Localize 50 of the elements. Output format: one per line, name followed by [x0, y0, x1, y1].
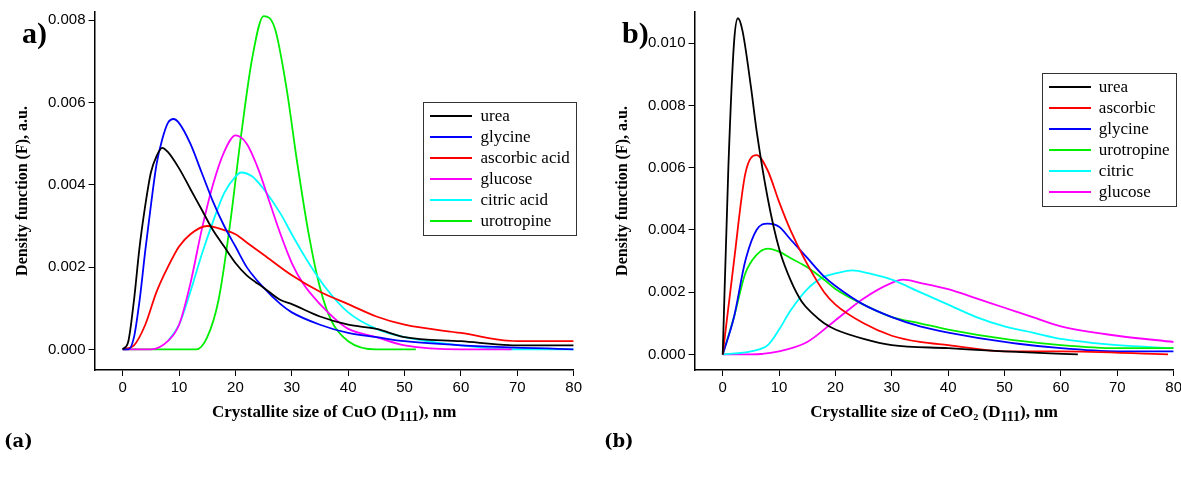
legend-label: urea [480, 106, 510, 126]
x-tick-label: 20 [227, 378, 244, 396]
x-tick-label: 0 [118, 378, 127, 396]
x-tick-label: 50 [396, 378, 413, 396]
text: (b) [604, 430, 634, 451]
legend-label: ascorbic [1098, 98, 1156, 119]
legend-label: glycine [1098, 119, 1149, 140]
y-tick-label: 0.004 [47, 174, 86, 192]
y-tick-label: 0.010 [647, 33, 686, 51]
x-tick-label: 70 [1108, 378, 1126, 396]
x-tick-label: 20 [827, 378, 844, 396]
y-axis-title: Density function (F), a.u. [613, 106, 631, 276]
y-axis-title: Density function (F), a.u. [13, 106, 31, 276]
x-tick-label: 10 [770, 378, 788, 396]
text: (a) [4, 430, 33, 451]
x-tick-label: 80 [1165, 378, 1181, 396]
y-tick-label: 0.004 [647, 220, 686, 238]
x-tick-label: 50 [996, 378, 1013, 396]
x-tick-label: 10 [170, 378, 188, 396]
x-tick-label: 60 [452, 378, 470, 396]
x-axis-title: Crystallite size of CeO₂ (D$_{111}$), nm [810, 402, 1058, 426]
x-tick-label: 40 [939, 378, 957, 396]
x-axis-title: Crystallite size of CuO (D$_{111}$), nm [211, 402, 457, 426]
y-tick-label: 0.008 [47, 10, 86, 28]
legend-label: urotropine [480, 211, 552, 231]
y-tick-label: 0.000 [47, 339, 86, 357]
x-tick-label: 60 [1052, 378, 1070, 396]
y-tick-label: 0.002 [47, 257, 86, 275]
legend-label: glycine [480, 127, 531, 147]
x-tick-label: 40 [339, 378, 357, 396]
x-tick-label: 80 [565, 378, 582, 396]
x-tick-label: 0 [718, 378, 727, 396]
legend-label: citric acid [480, 190, 548, 210]
y-tick-label: 0.006 [647, 157, 686, 175]
text: a) [22, 16, 47, 50]
legend-label: glucose [1098, 182, 1151, 203]
text: b) [622, 16, 649, 50]
x-tick-label: 70 [508, 378, 526, 396]
legend-label: ascorbic acid [480, 148, 570, 168]
y-tick-label: 0.002 [647, 282, 686, 300]
line-series [721, 17, 1079, 356]
legend-label: urotropine [1098, 140, 1170, 161]
legend-label: glucose [480, 169, 533, 189]
x-tick-label: 30 [283, 378, 301, 396]
y-tick-label: 0.008 [647, 95, 686, 113]
legend-label: citric [1098, 161, 1134, 182]
y-tick-label: 0.006 [47, 92, 86, 110]
x-tick-label: 30 [883, 378, 901, 396]
legend-label: urea [1098, 77, 1129, 98]
y-tick-label: 0.000 [647, 344, 686, 362]
